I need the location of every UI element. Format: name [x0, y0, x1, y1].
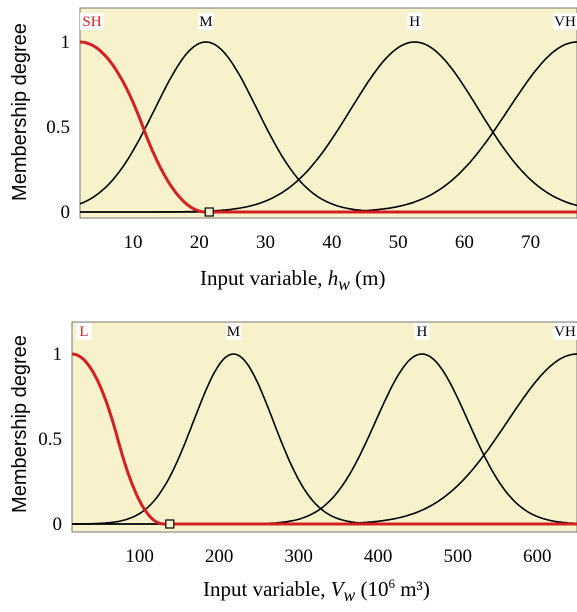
plot-area — [71, 321, 577, 533]
x-tick-label: 300 — [284, 546, 313, 567]
x-tick-label: 200 — [205, 546, 234, 567]
y-tick-label: 1 — [61, 32, 71, 53]
x-axis-unit: (10 — [355, 577, 389, 601]
y-axis-label: Membership degree — [9, 23, 31, 201]
mf-label-sh: SH — [82, 14, 101, 30]
x-axis-unit-tail: m³) — [394, 577, 430, 601]
y-tick-label: 0.5 — [46, 117, 70, 138]
x-tick-label: 40 — [322, 232, 341, 253]
x-tick-label: 70 — [521, 232, 540, 253]
y-tick-label: 1 — [53, 344, 63, 365]
y-tick-label: 0.5 — [38, 429, 62, 450]
mf-label-bg — [553, 323, 577, 340]
mf-label-h: H — [416, 324, 427, 340]
x-axis-label: Input variable, Vw (106 m³) — [203, 576, 430, 606]
selection-marker[interactable] — [204, 207, 214, 217]
mf-label-bg — [553, 13, 577, 30]
plot-area — [79, 7, 577, 219]
x-axis-variable-subscript: w — [343, 585, 356, 606]
y-tick-label: 0 — [53, 514, 63, 535]
mf-label-bg — [407, 13, 423, 30]
mf-label-bg — [225, 323, 241, 340]
x-axis-label: Input variable, hw (m) — [200, 266, 385, 295]
x-tick-label: 50 — [389, 232, 408, 253]
membership-chart-volume: 0 0.5 1 100 200 300 400 500 600 Membership degree… — [9, 321, 577, 567]
x-tick-label: 10 — [124, 232, 143, 253]
x-tick-label: 400 — [364, 546, 393, 567]
chart-panel-volume: 0 0.5 1 100 200 300 400 500 600 Membership degree… — [0, 312, 577, 612]
mf-label-bg — [76, 323, 92, 340]
x-tick-label: 100 — [125, 546, 154, 567]
x-tick-label: 20 — [190, 232, 209, 253]
y-tick-label: 0 — [61, 202, 71, 223]
x-tick-label: 60 — [455, 232, 474, 253]
x-axis-unit: (m) — [349, 266, 386, 290]
mf-label-vh: VH — [554, 324, 576, 340]
mf-label-bg — [414, 323, 430, 340]
x-axis-unit-exponent: 6 — [388, 576, 395, 591]
x-axis-label-prefix: Input variable, — [200, 266, 328, 290]
x-axis-variable: V — [330, 577, 344, 601]
x-axis-variable-subscript: w — [338, 274, 350, 295]
x-axis-label-prefix: Input variable, — [203, 577, 331, 601]
chart-panel-height: 0 0.5 1 10 20 30 40 50 60 70 Membership degree SH M H… — [0, 0, 577, 300]
mf-label-h: H — [409, 14, 420, 30]
mf-label-l: L — [79, 324, 88, 340]
mf-label-m: M — [199, 14, 212, 30]
mf-label-bg — [80, 13, 104, 30]
membership-chart-height: 0 0.5 1 10 20 30 40 50 60 70 Membership degree SH M H… — [9, 7, 577, 253]
x-tick-label: 500 — [443, 546, 472, 567]
y-axis-label: Membership degree — [9, 335, 31, 513]
series-line-sh[interactable] — [79, 40, 577, 214]
x-tick-label: 30 — [256, 232, 275, 253]
mf-label-bg — [198, 13, 214, 30]
mf-label-vh: VH — [554, 14, 576, 30]
series-line-l[interactable] — [71, 352, 577, 526]
mf-label-m: M — [227, 324, 240, 340]
x-tick-label: 600 — [523, 546, 552, 567]
x-axis-variable: h — [327, 266, 339, 290]
selection-marker[interactable] — [165, 519, 175, 529]
